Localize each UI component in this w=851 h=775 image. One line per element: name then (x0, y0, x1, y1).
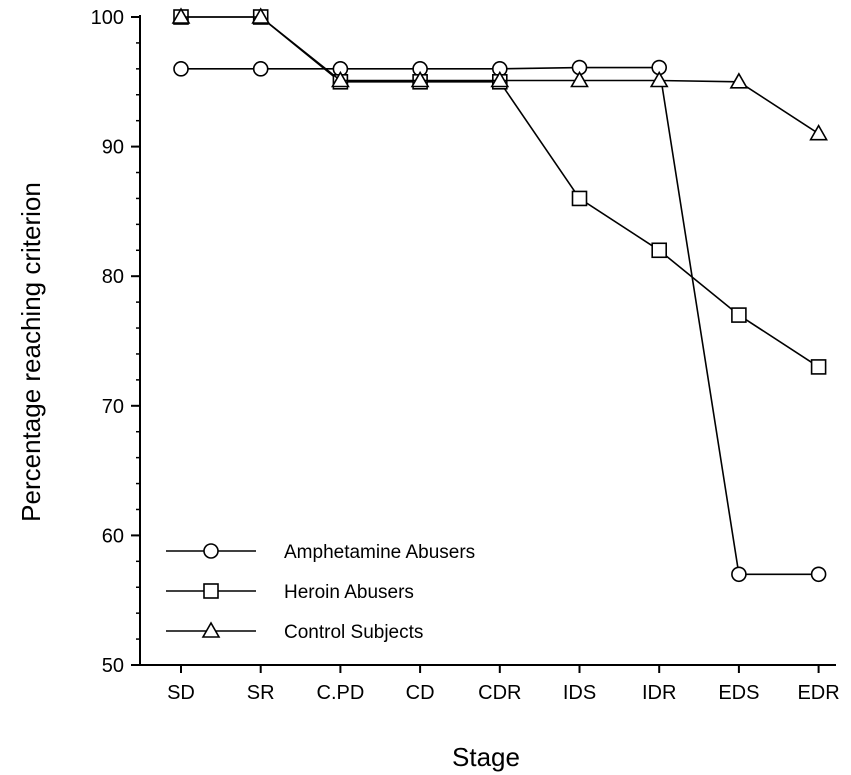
legend-label: Amphetamine Abusers (284, 542, 475, 563)
legend-marker-square (203, 583, 219, 599)
series-layer (171, 7, 828, 583)
data-point-circle (173, 61, 189, 77)
x-tick-label: EDR (797, 682, 839, 704)
y-tick-label: 60 (102, 525, 124, 547)
x-tick-label: IDR (642, 682, 676, 704)
x-axis-title: Stage (452, 742, 520, 772)
data-point-triangle (570, 70, 589, 88)
legend-marker-triangle (201, 621, 221, 638)
data-point-triangle (410, 70, 430, 88)
y-tick-label: 80 (102, 266, 124, 288)
series-amphetamine-abusers (173, 59, 827, 583)
legend-marker-circle (203, 543, 219, 559)
y-tick-label: 90 (102, 137, 124, 159)
series-line (181, 66, 819, 576)
y-tick-label: 50 (102, 655, 124, 677)
data-point-triangle (331, 70, 350, 88)
data-point-circle (252, 61, 269, 77)
x-tick-label: C.PD (317, 682, 365, 704)
data-point-triangle (729, 72, 749, 89)
data-point-triangle (251, 7, 271, 24)
x-tick-label: IDS (563, 682, 596, 704)
data-point-circle (731, 566, 747, 583)
data-point-triangle (649, 70, 669, 88)
y-tick-label: 70 (102, 396, 124, 418)
x-tick-label: CDR (478, 682, 521, 704)
data-point-triangle (490, 70, 510, 88)
legend: Amphetamine Abusers Heroin Abusers Control… (166, 542, 475, 643)
data-point-circle (810, 566, 827, 583)
legend-item: Control Subjects (166, 621, 423, 643)
legend-label: Control Subjects (284, 622, 423, 643)
x-axis: SD SR C.PD CD CDR IDS IDR EDS EDR (140, 664, 840, 704)
x-tick-label: CD (406, 682, 435, 704)
legend-label: Heroin Abusers (284, 582, 414, 603)
data-point-square (571, 190, 588, 207)
y-axis: 50 60 70 80 90 100 (91, 7, 141, 677)
data-point-triangle (171, 7, 191, 24)
x-tick-label: EDS (718, 682, 759, 704)
y-tick-label: 100 (91, 7, 124, 29)
legend-item: Amphetamine Abusers (166, 542, 475, 563)
data-point-square (731, 307, 747, 323)
x-tick-label: SR (247, 682, 275, 704)
data-point-square (651, 242, 668, 259)
data-point-triangle (809, 124, 828, 141)
data-point-square (810, 359, 827, 375)
y-axis-title: Percentage reaching criterion (16, 182, 46, 522)
legend-item: Heroin Abusers (166, 582, 414, 603)
series-control-subjects (171, 7, 828, 141)
x-tick-label: SD (167, 682, 195, 704)
